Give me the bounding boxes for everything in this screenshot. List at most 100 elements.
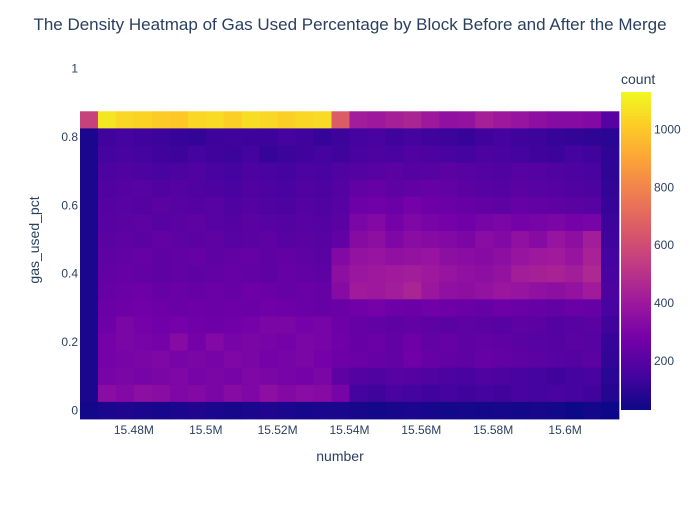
- heatmap-cell: [169, 230, 189, 249]
- heatmap-cell: [97, 162, 117, 181]
- heatmap-cell: [277, 401, 296, 420]
- heatmap-cell: [97, 213, 117, 232]
- heatmap-cell: [529, 230, 548, 249]
- heatmap-cell: [331, 299, 350, 317]
- heatmap-cell: [367, 128, 386, 146]
- heatmap-cell: [205, 265, 225, 283]
- heatmap-cell: [313, 282, 332, 300]
- heatmap-cell: [223, 299, 243, 317]
- heatmap-cell: [80, 128, 99, 146]
- heatmap-cell: [439, 384, 458, 403]
- heatmap-cell: [295, 299, 314, 317]
- heatmap-cell: [80, 333, 99, 352]
- heatmap-cell: [331, 401, 350, 420]
- heatmap-cell: [457, 299, 476, 317]
- heatmap-cell: [547, 196, 566, 215]
- heatmap-cell: [97, 350, 117, 369]
- heatmap-cell: [367, 265, 386, 283]
- heatmap-cell: [349, 230, 368, 249]
- heatmap-cell: [367, 145, 386, 163]
- heatmap-cell: [223, 316, 243, 334]
- heatmap-cell: [385, 333, 404, 352]
- heatmap-cell: [241, 248, 261, 266]
- heatmap-cell: [583, 162, 602, 181]
- heatmap-cell: [97, 128, 117, 146]
- heatmap-cell: [187, 333, 207, 352]
- heatmap-cell: [583, 145, 602, 163]
- heatmap-cell: [565, 282, 584, 300]
- heatmap-cell: [295, 333, 314, 352]
- heatmap-cell: [421, 213, 440, 232]
- heatmap-cell: [475, 111, 494, 129]
- heatmap-cell: [421, 145, 440, 163]
- heatmap-cell: [457, 128, 476, 146]
- heatmap-cell: [493, 384, 512, 403]
- heatmap-cell: [601, 265, 620, 283]
- heatmap-cell: [331, 265, 350, 283]
- heatmap-cell: [547, 316, 566, 334]
- heatmap-cell: [511, 316, 530, 334]
- heatmap-cell: [241, 196, 261, 215]
- heatmap-cell: [241, 230, 261, 249]
- heatmap-cell: [565, 333, 584, 352]
- heatmap-cell: [565, 384, 584, 403]
- heatmap-cell: [187, 384, 207, 403]
- plot-area: [80, 111, 620, 420]
- heatmap-cell: [115, 282, 135, 300]
- heatmap-cell: [241, 162, 261, 181]
- heatmap-cell: [277, 333, 296, 352]
- heatmap-cell: [439, 367, 458, 386]
- heatmap-cell: [169, 213, 189, 232]
- heatmap-cell: [421, 282, 440, 300]
- heatmap-cell: [421, 401, 440, 420]
- heatmap-cell: [385, 350, 404, 369]
- heatmap-cell: [529, 401, 548, 420]
- heatmap-cell: [97, 333, 117, 352]
- colorbar-tick-label: 200: [654, 354, 674, 368]
- heatmap-cell: [565, 213, 584, 232]
- heatmap-cell: [313, 384, 332, 403]
- heatmap-cell: [205, 384, 225, 403]
- heatmap-cell: [115, 128, 135, 146]
- heatmap-cell: [331, 213, 350, 232]
- heatmap-cell: [331, 282, 350, 300]
- heatmap-cell: [457, 196, 476, 215]
- heatmap-cell: [241, 299, 261, 317]
- heatmap-cell: [547, 162, 566, 181]
- heatmap-cell: [367, 230, 386, 249]
- heatmap-cell: [601, 196, 620, 215]
- heatmap-cell: [241, 350, 261, 369]
- heatmap-cell: [169, 333, 189, 352]
- y-tick-label: 0.2: [61, 335, 78, 349]
- x-tick-label: 15.52M: [258, 423, 298, 437]
- heatmap-cell: [457, 145, 476, 163]
- heatmap-cell: [133, 128, 153, 146]
- x-tick-label: 15.5M: [189, 423, 222, 437]
- heatmap-cell: [403, 401, 422, 420]
- heatmap-cell: [277, 213, 296, 232]
- heatmap-cell: [583, 384, 602, 403]
- heatmap-cell: [115, 111, 135, 129]
- x-axis-title: number: [316, 448, 364, 464]
- heatmap-cell: [151, 179, 171, 198]
- heatmap-cell: [385, 179, 404, 198]
- heatmap-cell: [277, 196, 296, 215]
- heatmap-cell: [385, 213, 404, 232]
- heatmap-cell: [169, 299, 189, 317]
- heatmap-cell: [223, 145, 243, 163]
- heatmap-cell: [475, 333, 494, 352]
- heatmap-cell: [349, 333, 368, 352]
- heatmap-cell: [349, 111, 368, 129]
- heatmap-cell: [421, 248, 440, 266]
- heatmap-cell: [169, 196, 189, 215]
- heatmap-cell: [151, 162, 171, 181]
- heatmap-cell: [367, 384, 386, 403]
- heatmap-cell: [277, 145, 296, 163]
- heatmap-cell: [367, 350, 386, 369]
- heatmap-cell: [547, 367, 566, 386]
- heatmap-cell: [529, 145, 548, 163]
- heatmap-cell: [223, 384, 243, 403]
- heatmap-cell: [529, 384, 548, 403]
- heatmap-cell: [475, 316, 494, 334]
- heatmap-cell: [547, 128, 566, 146]
